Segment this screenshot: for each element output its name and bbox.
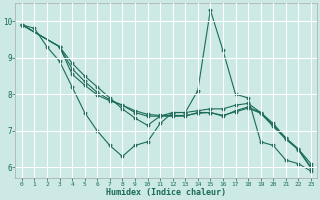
X-axis label: Humidex (Indice chaleur): Humidex (Indice chaleur) — [106, 188, 226, 197]
